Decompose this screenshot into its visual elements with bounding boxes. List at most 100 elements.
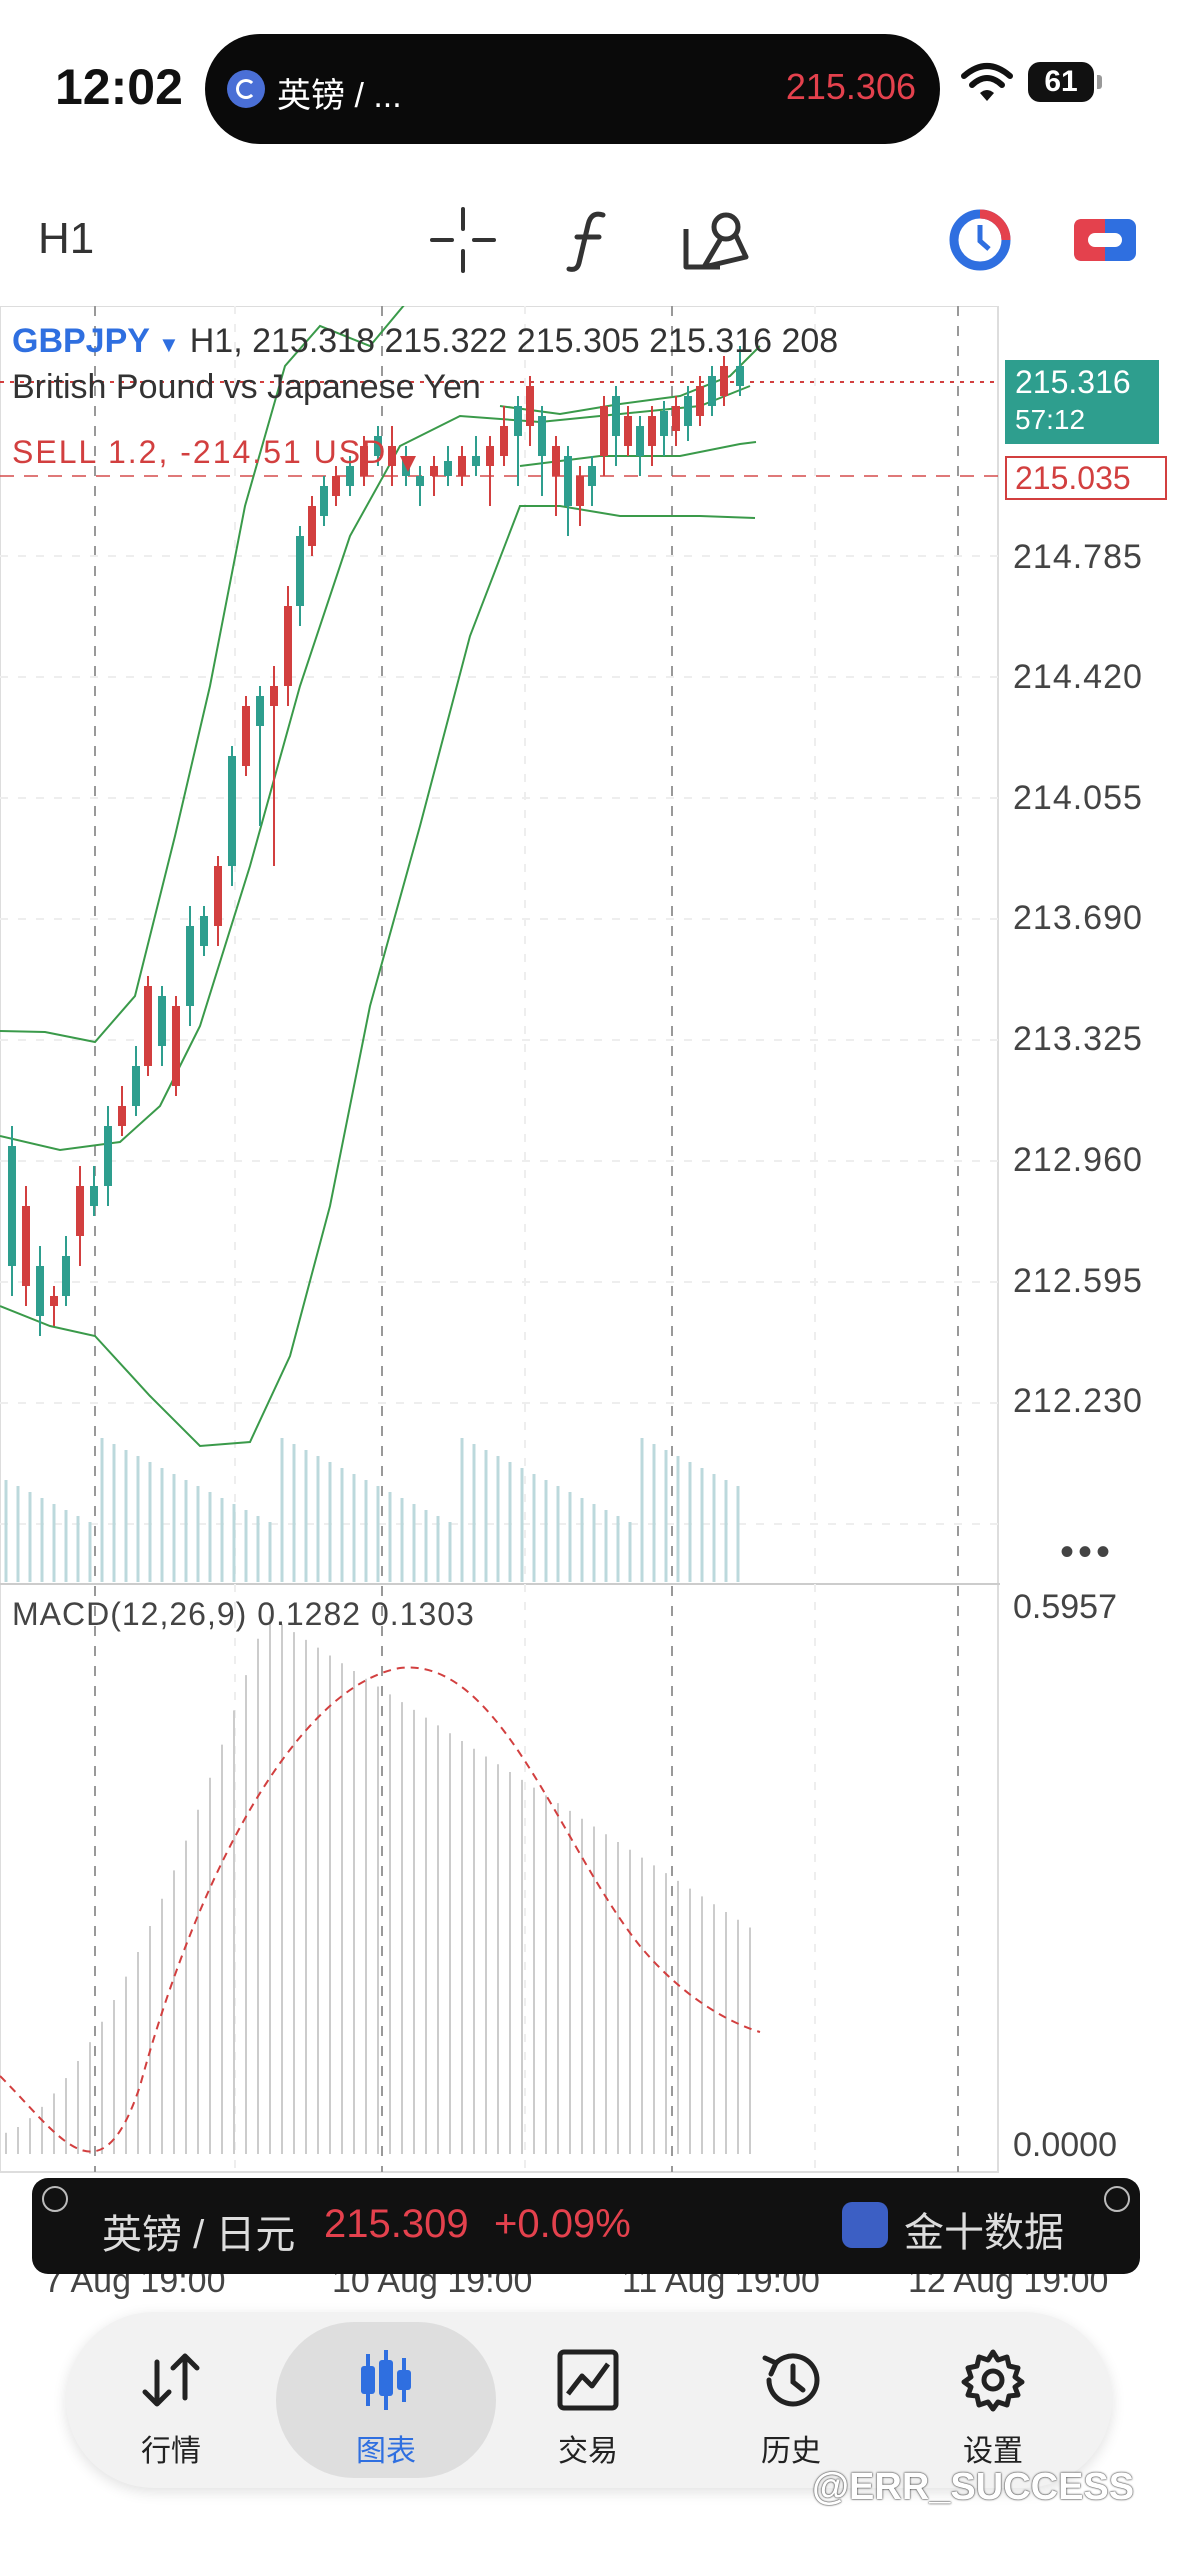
candle-body [242, 706, 250, 766]
tab-chart[interactable]: 图表 [281, 2312, 491, 2488]
price-axis-label: 212.595 [1013, 1262, 1143, 1300]
candle-body [144, 986, 152, 1066]
bar-countdown: 57:12 [1015, 404, 1086, 435]
indicators-icon[interactable] [555, 205, 625, 275]
open-position-label[interactable]: SELL 1.2, -214.51 USD [12, 434, 388, 470]
candle-body [62, 1256, 70, 1296]
quotes-arrows-icon [142, 2353, 200, 2407]
candle-body [538, 416, 546, 456]
candle-body [708, 376, 716, 406]
wifi-icon [961, 63, 1013, 101]
price-chart[interactable] [0, 306, 1000, 2176]
candle-body [228, 756, 236, 866]
tab-history[interactable]: 历史 [686, 2312, 896, 2488]
candle-body [50, 1296, 58, 1306]
candle-body [458, 456, 466, 476]
ticker-name: 英镑 / 日元 [102, 2213, 296, 2257]
price-axis-label: 214.055 [1013, 779, 1143, 817]
history-clock-icon [762, 2353, 820, 2407]
candle-body [624, 416, 632, 446]
status-bar: 12:02 英镑 / ... 215.306 61 [0, 0, 1179, 180]
bollinger-band-line [519, 441, 757, 467]
symbol-dropdown-icon[interactable]: ▼ [157, 332, 180, 357]
bollinger-band-line [499, 345, 761, 416]
bollinger-band-line [0, 505, 756, 1448]
bid-price: 215.316 [1015, 364, 1131, 400]
price-axis-label: 213.690 [1013, 899, 1143, 937]
macd-axis-zero: 0.0000 [1013, 2126, 1117, 2164]
candle-body [360, 446, 368, 476]
price-axis-label: 214.420 [1013, 658, 1143, 696]
expand-icon[interactable] [1104, 2186, 1130, 2212]
dynamic-island-live-activity[interactable]: 英镑 / ... 215.306 [205, 34, 940, 144]
tab-quotes[interactable]: 行情 [66, 2312, 276, 2488]
candle-body [612, 396, 620, 436]
candle-body [90, 1186, 98, 1206]
candle-body [552, 446, 560, 476]
candle-body [76, 1186, 84, 1236]
price-axis-label: 213.325 [1013, 1020, 1143, 1058]
trade-chart-icon [557, 2349, 619, 2411]
candle-body [720, 366, 728, 396]
one-click-trading-icon[interactable] [945, 205, 1015, 275]
candle-body [636, 426, 644, 456]
candle-body [308, 506, 316, 546]
candle-body [186, 926, 194, 1006]
price-axis-label: 214.785 [1013, 538, 1143, 576]
candle-body [374, 436, 382, 456]
tab-label: 图表 [356, 2435, 416, 2468]
status-time: 12:02 [55, 59, 183, 115]
crosshair-icon[interactable] [428, 205, 498, 275]
candle-body [660, 411, 668, 436]
bottom-tab-bar: 行情 图表 交易 历史 设置 [66, 2312, 1112, 2488]
candle-body [284, 606, 292, 686]
candle-body [648, 416, 656, 446]
candle-body [736, 366, 744, 386]
symbol-header[interactable]: GBPJPY ▼ H1, 215.318 215.322 215.305 215.3… [12, 322, 838, 361]
candle-body [500, 426, 508, 456]
bollinger-band-line [0, 306, 405, 1044]
macd-axis-max: 0.5957 [1013, 1588, 1117, 1626]
app-logo-icon [227, 70, 265, 108]
ticker-price: 215.309 [324, 2202, 469, 2246]
candle-body [416, 476, 424, 486]
candle-body [214, 866, 222, 926]
battery-indicator: 61 [1028, 62, 1102, 102]
symbol-name[interactable]: GBPJPY [12, 322, 150, 360]
candle-body [118, 1106, 126, 1126]
trade-window-icon[interactable] [1070, 205, 1140, 275]
close-icon[interactable] [42, 2186, 68, 2212]
candle-body [200, 916, 208, 946]
candle-body [22, 1206, 30, 1286]
candle-body [684, 396, 692, 426]
candle-body [172, 1006, 180, 1086]
tab-trade[interactable]: 交易 [483, 2312, 693, 2488]
candle-body [256, 696, 264, 726]
candle-body [158, 996, 166, 1046]
ticker-banner[interactable]: 英镑 / 日元 215.309 +0.09% 金十数据 [32, 2178, 1140, 2274]
island-title: 英镑 / ... [277, 77, 402, 115]
bid-price-tag: 215.316 57:12 [1005, 360, 1159, 444]
candle-body [270, 686, 278, 706]
position-price-tag: 215.035 [1005, 456, 1167, 500]
candle-body [8, 1146, 16, 1266]
candle-body [588, 466, 596, 486]
timeframe-selector[interactable]: H1 [38, 214, 95, 263]
price-axis-label: 212.230 [1013, 1382, 1143, 1420]
chart-frame [0, 306, 999, 2173]
drawing-objects-icon[interactable] [680, 205, 750, 275]
candle-body [132, 1066, 140, 1106]
tab-settings[interactable]: 设置 [888, 2312, 1098, 2488]
candle-body [564, 456, 572, 506]
candlestick-icon [361, 2350, 411, 2410]
candle-body [472, 456, 480, 466]
tab-label: 行情 [141, 2435, 201, 2468]
instrument-name: British Pound vs Japanese Yen [12, 368, 481, 406]
candle-body [696, 386, 704, 416]
bollinger-band-line [0, 385, 751, 1152]
more-options-icon[interactable]: ••• [1060, 1530, 1115, 1574]
candle-body [430, 466, 438, 476]
island-price: 215.306 [785, 66, 916, 107]
candle-body [600, 406, 608, 456]
candle-body [526, 386, 534, 426]
